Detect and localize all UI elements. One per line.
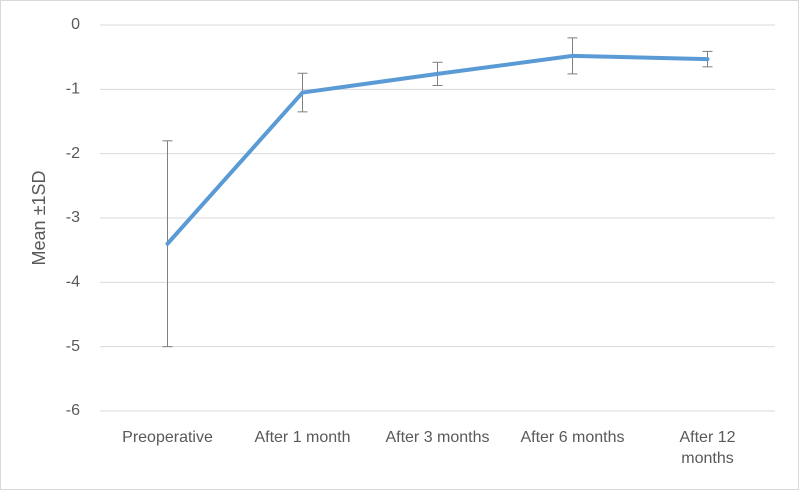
y-tick-label: 0: [71, 16, 80, 33]
x-tick-label: After 1 month: [254, 429, 351, 446]
y-tick-label: -2: [66, 145, 80, 162]
y-tick-label: -6: [66, 402, 80, 419]
x-tick-label-box: After 3 months: [385, 429, 490, 446]
y-tick-label: -5: [66, 338, 80, 355]
x-tick-label-box: After 1 month: [254, 429, 351, 446]
x-tick-label: After 3 months: [385, 429, 490, 446]
x-tick-label: Preoperative: [122, 429, 213, 446]
y-axis-label: Mean ±1SD: [29, 171, 49, 266]
x-tick-label-box: After 12 months: [679, 429, 736, 467]
y-tick-label: -3: [66, 209, 80, 226]
y-tick-label: -1: [66, 81, 80, 98]
x-tick-label: After 6 months: [520, 429, 625, 446]
y-tick-label: -4: [66, 274, 80, 291]
x-tick-label: After 12 months: [679, 429, 736, 467]
x-tick-label-box: After 6 months: [520, 429, 625, 446]
x-tick-label-box: Preoperative: [122, 429, 213, 446]
line: [165, 53, 710, 246]
